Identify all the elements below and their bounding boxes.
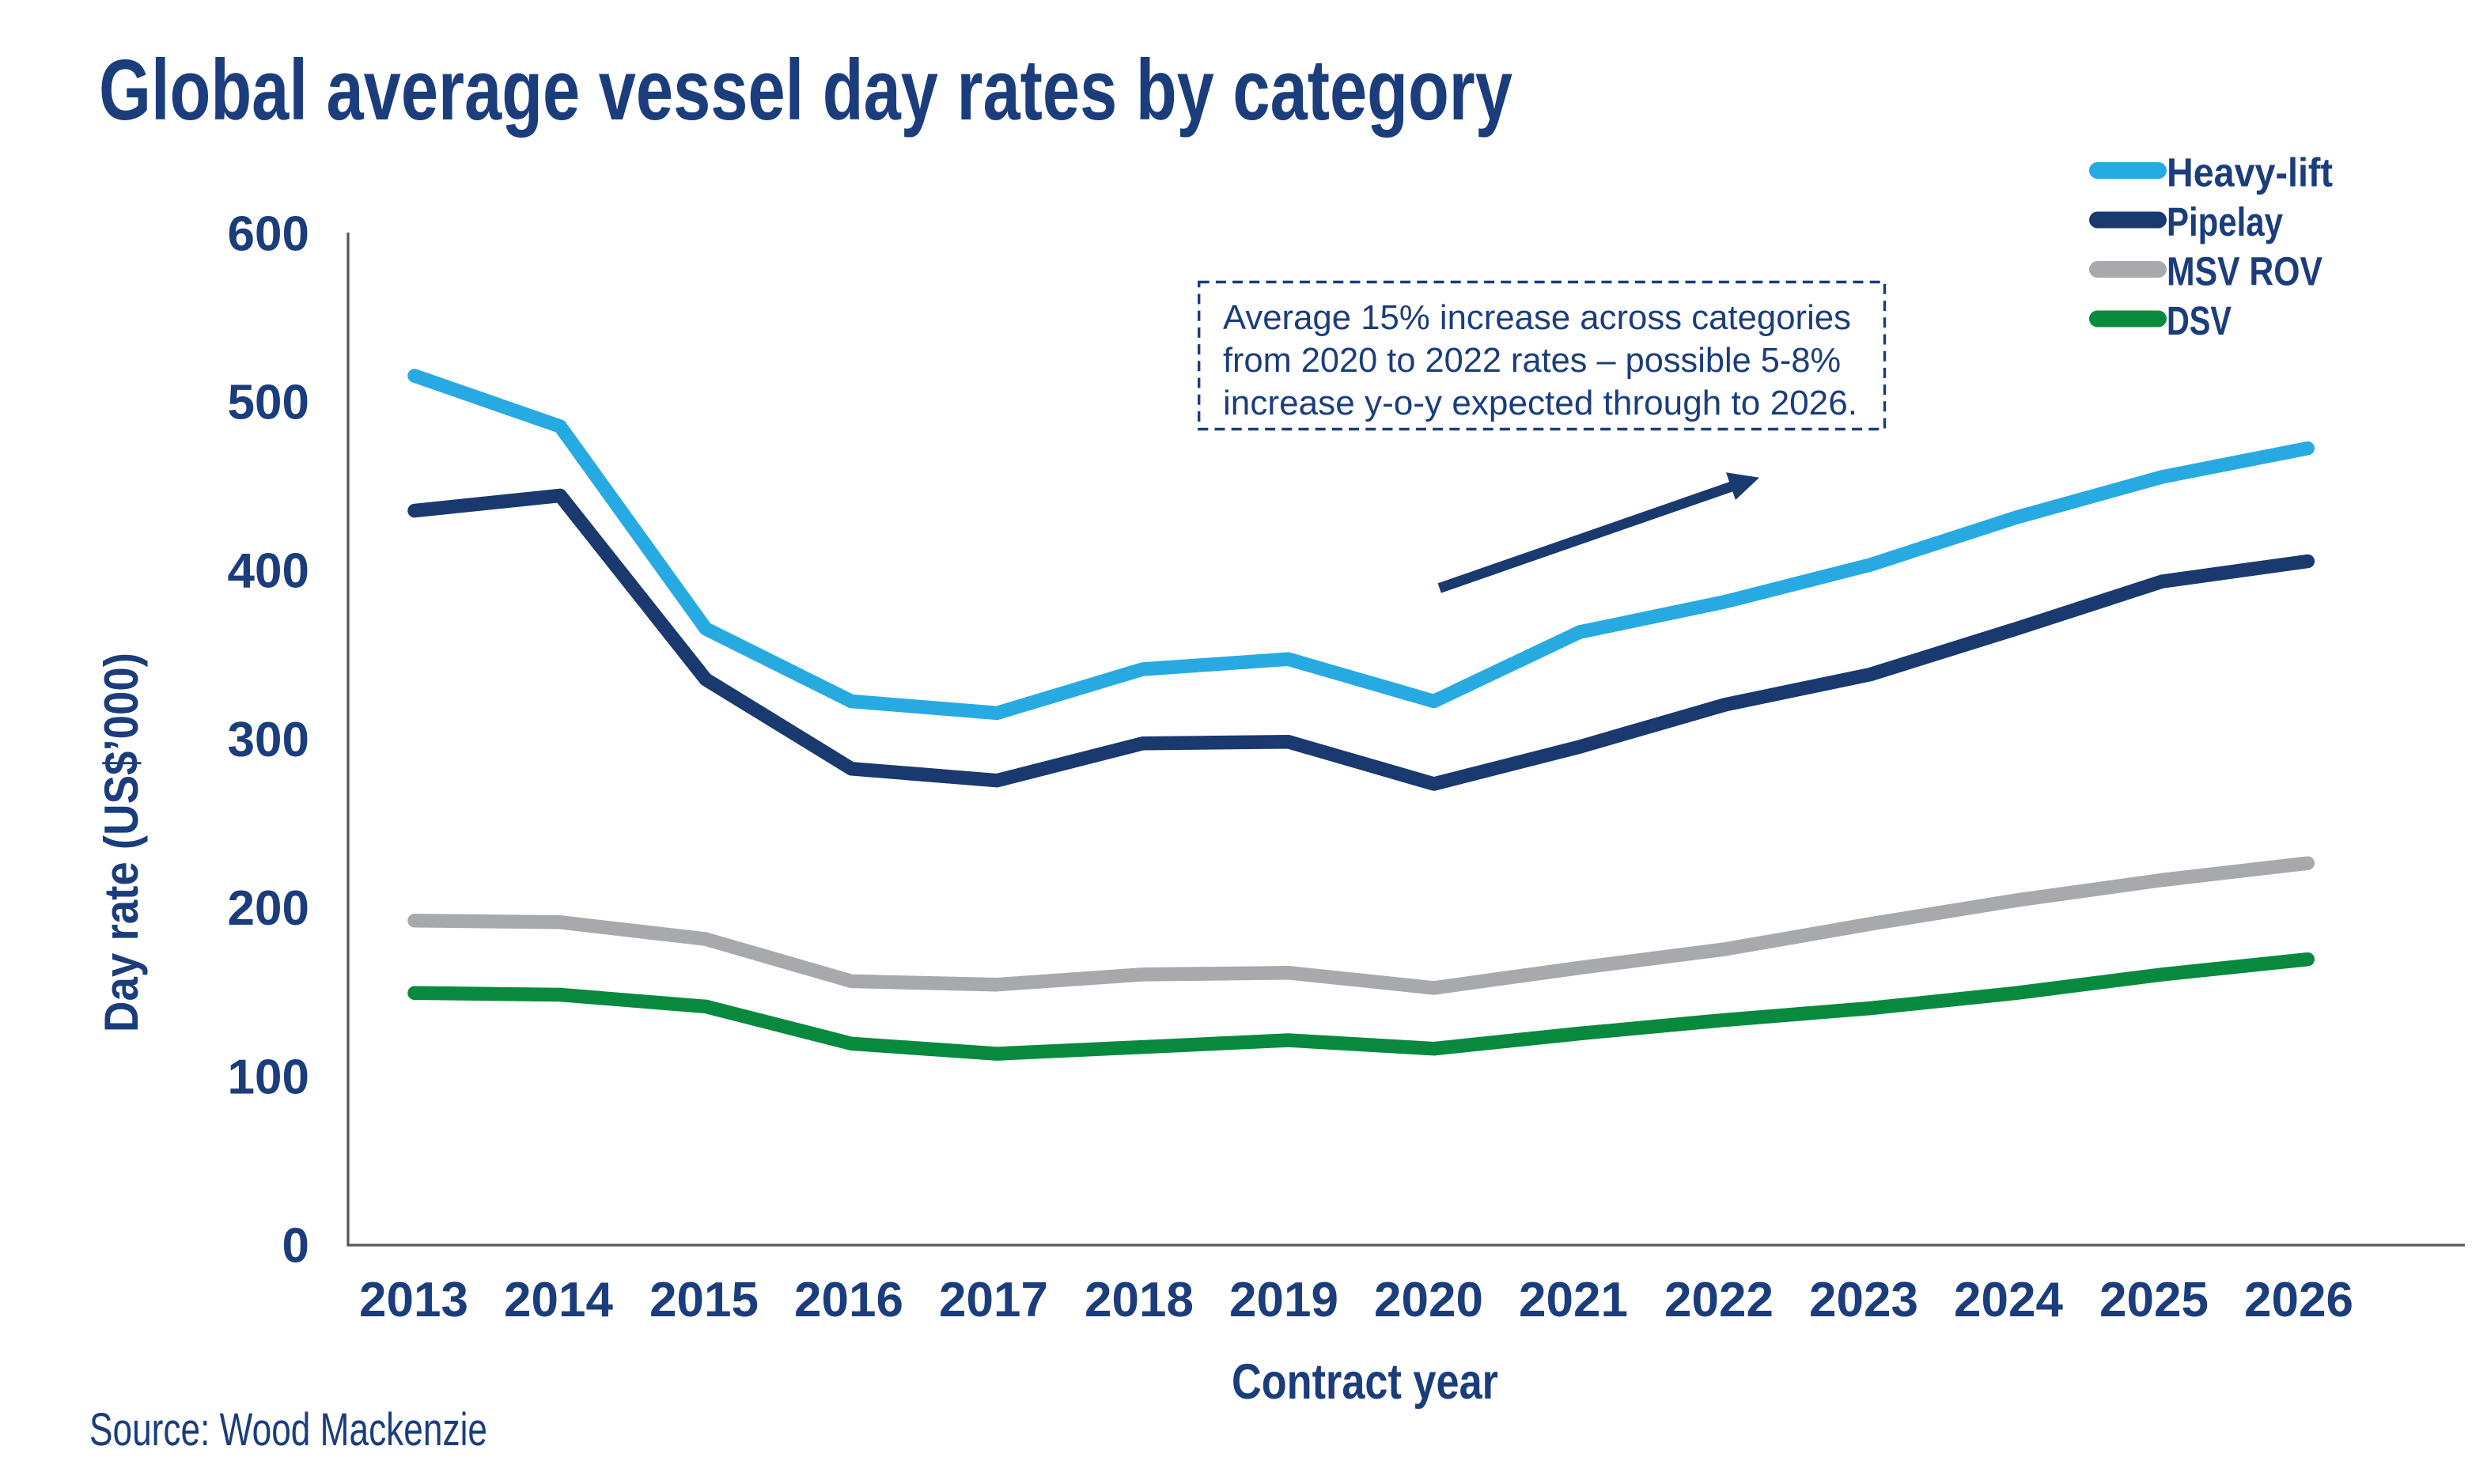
svg-text:300: 300 (228, 713, 309, 767)
svg-text:Contract year: Contract year (1232, 1354, 1498, 1410)
svg-text:0: 0 (282, 1219, 309, 1274)
svg-text:DSV: DSV (2167, 298, 2232, 343)
svg-text:2023: 2023 (1809, 1273, 1918, 1327)
svg-text:Global average vessel day rate: Global average vessel day rates by categ… (99, 42, 1512, 138)
svg-text:200: 200 (228, 881, 309, 936)
svg-text:2022: 2022 (1664, 1273, 1774, 1327)
svg-text:2024: 2024 (1954, 1273, 2063, 1327)
svg-text:2017: 2017 (939, 1273, 1048, 1327)
svg-text:2018: 2018 (1085, 1273, 1194, 1327)
svg-text:Pipelay: Pipelay (2167, 199, 2284, 244)
svg-text:500: 500 (228, 376, 309, 430)
svg-text:2014: 2014 (504, 1273, 613, 1327)
svg-text:2016: 2016 (794, 1273, 903, 1327)
svg-text:Day rate (US$’000): Day rate (US$’000) (95, 653, 148, 1032)
svg-text:400: 400 (228, 544, 309, 599)
svg-text:100: 100 (228, 1050, 309, 1104)
svg-text:2015: 2015 (649, 1273, 759, 1327)
svg-text:increase y-o-y expected throug: increase y-o-y expected through to 2026. (1223, 384, 1857, 422)
svg-text:2020: 2020 (1374, 1273, 1483, 1327)
svg-text:Heavy-lift: Heavy-lift (2167, 150, 2333, 195)
svg-text:Average 15% increase across ca: Average 15% increase across categories (1223, 299, 1851, 337)
svg-text:MSV ROV: MSV ROV (2167, 249, 2322, 294)
svg-text:2025: 2025 (2099, 1273, 2209, 1327)
svg-text:2026: 2026 (2244, 1273, 2353, 1327)
svg-text:from 2020 to 2022 rates – poss: from 2020 to 2022 rates – possible 5-8% (1223, 342, 1841, 380)
svg-text:600: 600 (228, 206, 309, 261)
svg-text:2013: 2013 (359, 1273, 468, 1327)
svg-text:2019: 2019 (1229, 1273, 1338, 1327)
svg-text:Source: Wood Mackenzie: Source: Wood Mackenzie (89, 1404, 487, 1456)
svg-text:2021: 2021 (1519, 1273, 1628, 1327)
